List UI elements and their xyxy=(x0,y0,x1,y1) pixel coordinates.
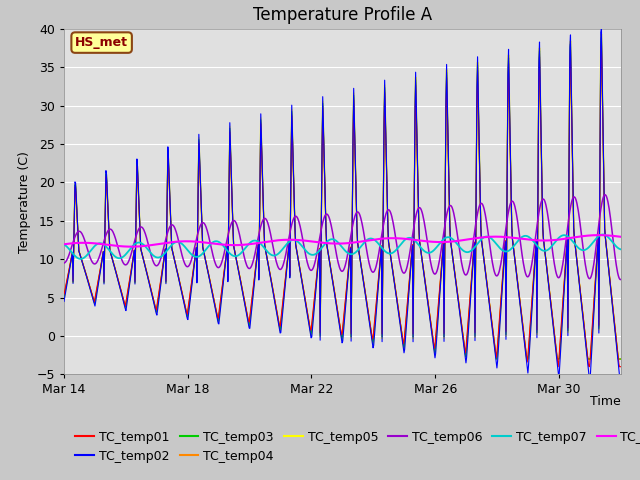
Legend: TC_temp01, TC_temp02, TC_temp03, TC_temp04, TC_temp05, TC_temp06, TC_temp07, TC_: TC_temp01, TC_temp02, TC_temp03, TC_temp… xyxy=(70,426,640,468)
Y-axis label: Temperature (C): Temperature (C) xyxy=(18,151,31,252)
Text: Time: Time xyxy=(590,395,621,408)
Text: HS_met: HS_met xyxy=(75,36,128,49)
Title: Temperature Profile A: Temperature Profile A xyxy=(253,6,432,24)
